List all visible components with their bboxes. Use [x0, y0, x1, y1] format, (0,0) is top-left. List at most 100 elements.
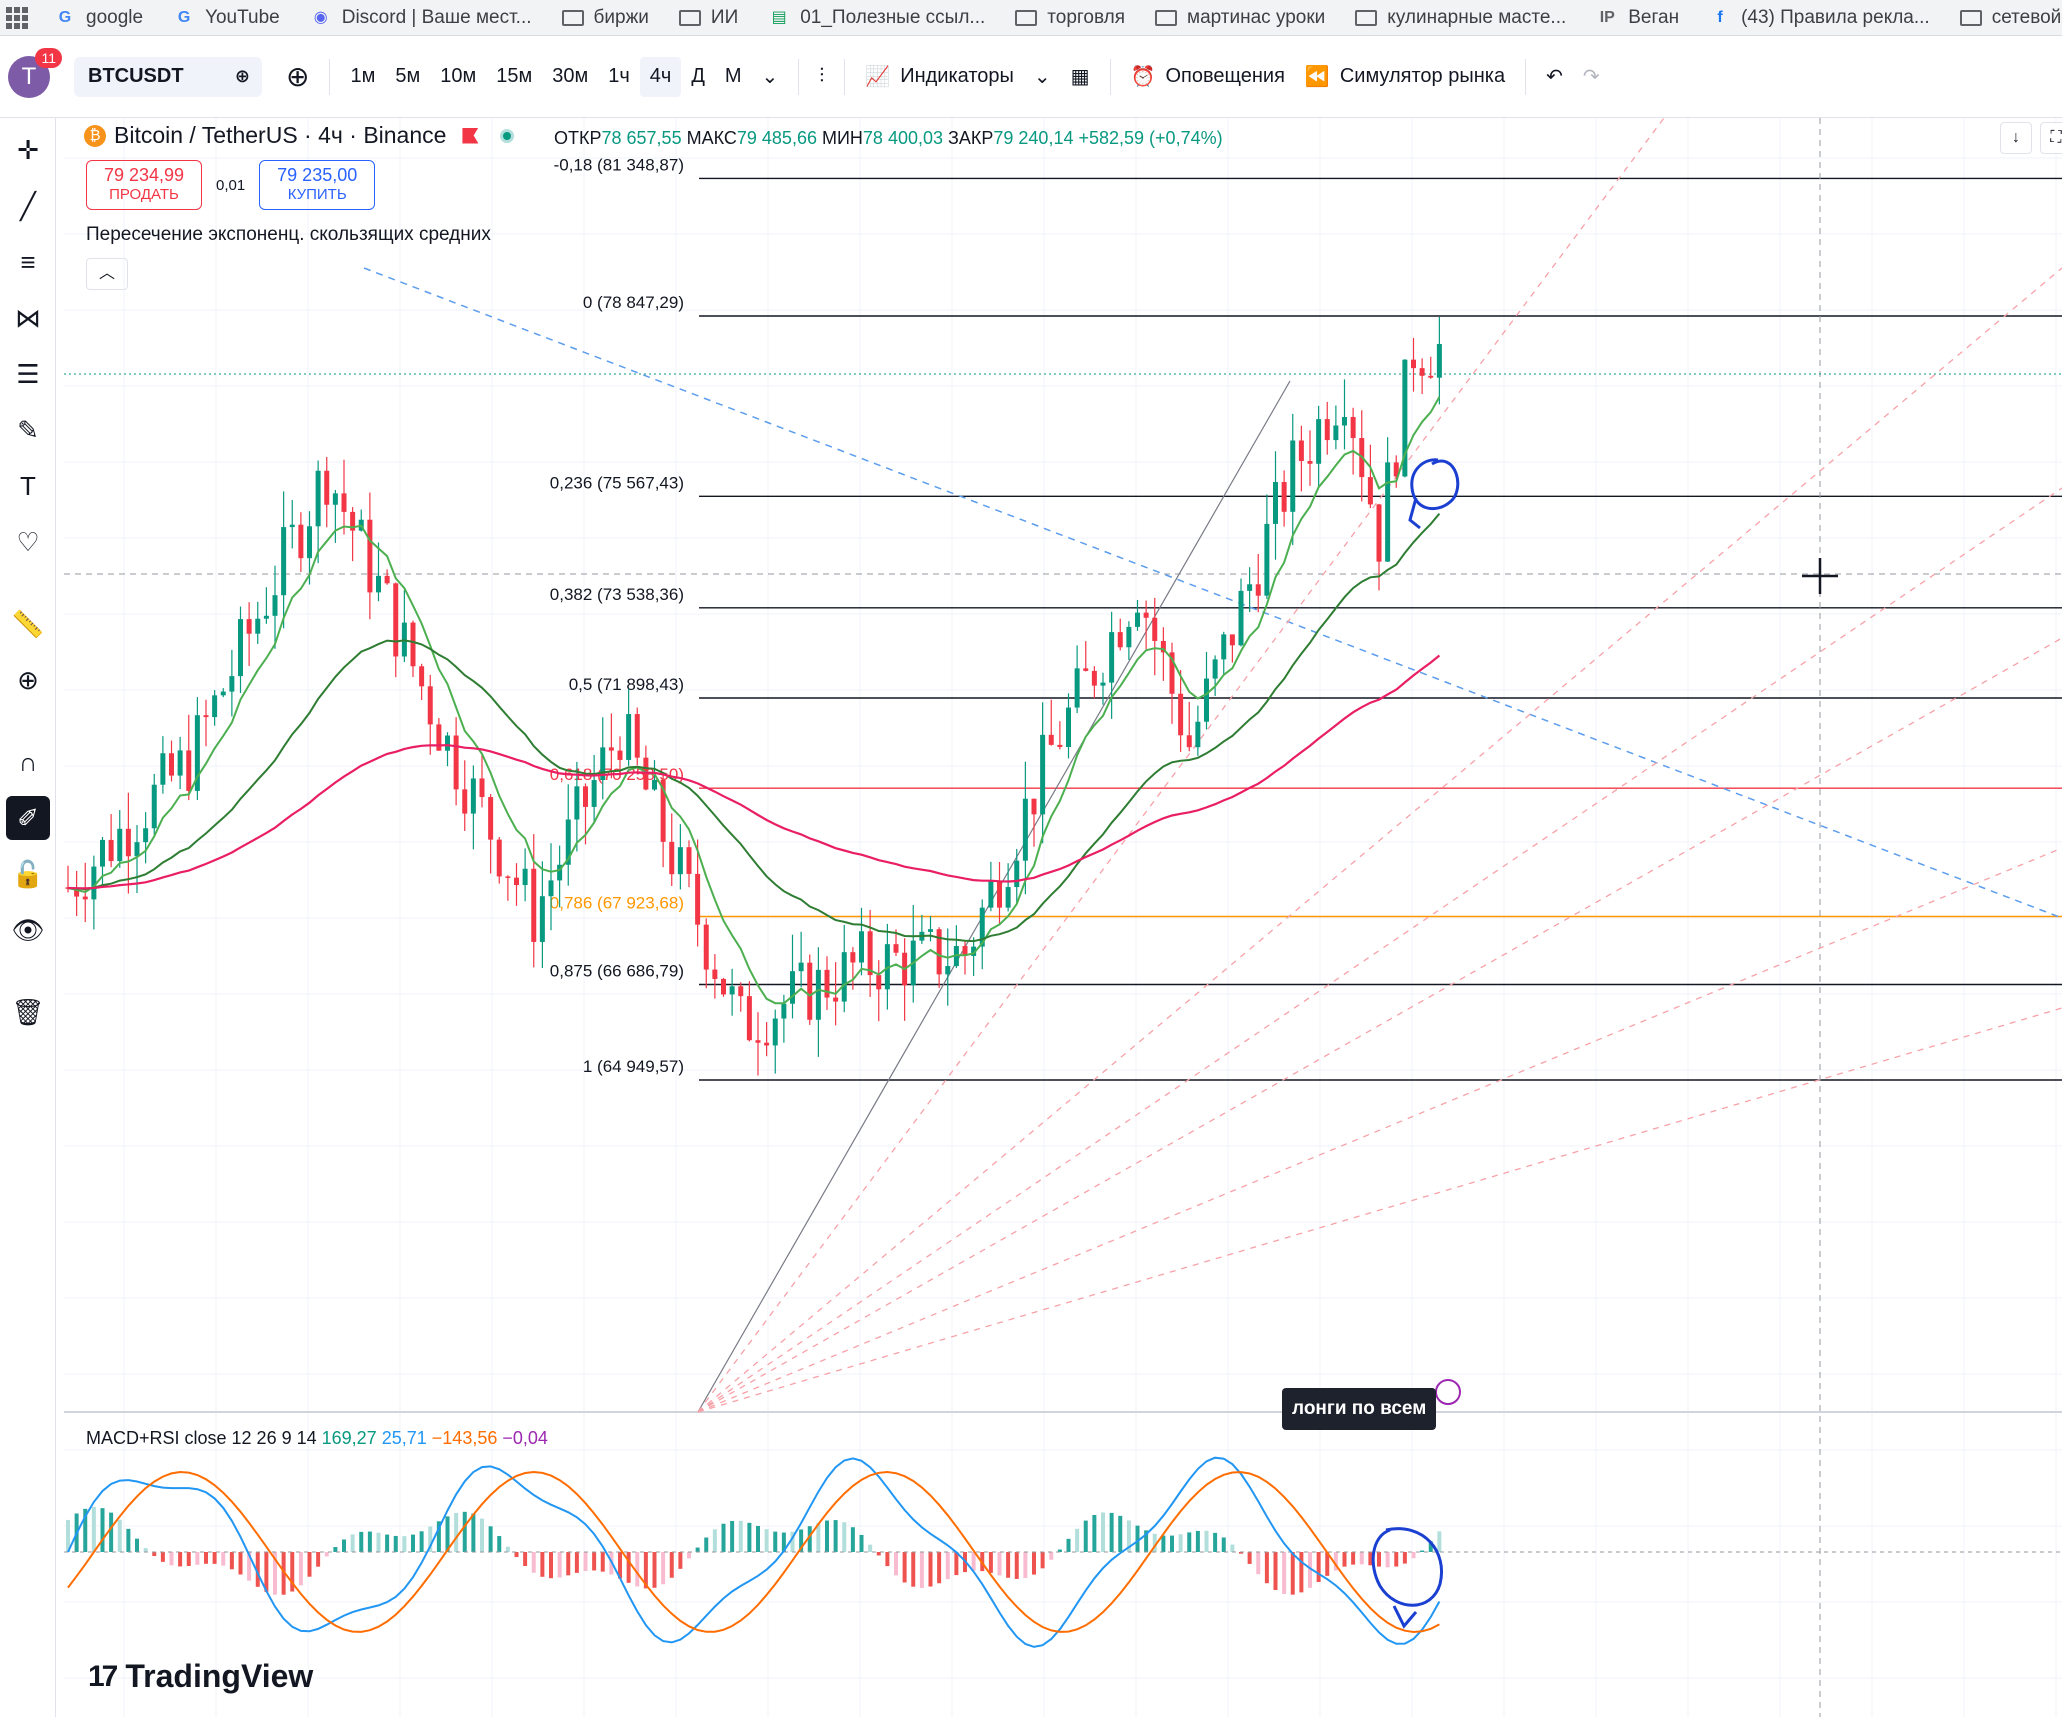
fib-levels-icon[interactable]: ≡ [20, 246, 36, 277]
candle-body [1169, 652, 1175, 694]
alerts-button[interactable]: ⏰ Оповещения [1121, 57, 1295, 97]
bookmark-item[interactable]: торговля [1015, 7, 1125, 29]
apps-grid-icon[interactable] [6, 6, 28, 29]
macd-legend: MACD+RSI close 12 26 9 14 169,27 25,71 −… [86, 1428, 548, 1449]
arrow-down-icon[interactable]: ↓ [2000, 122, 2032, 154]
macd-histogram-bar [1221, 1537, 1226, 1552]
magnet-icon[interactable]: ∩ [18, 746, 38, 777]
chevron-down-icon[interactable]: ⌄ [761, 66, 779, 88]
macd-histogram-bar [825, 1520, 829, 1552]
bookmark-label: google [86, 6, 144, 28]
interval-button[interactable]: 1ч [608, 65, 630, 87]
ruler-icon[interactable]: 📏 [11, 608, 45, 639]
interval-button[interactable]: 30м [552, 65, 589, 87]
add-symbol-button[interactable]: ⊕ [286, 61, 310, 92]
eye-icon[interactable]: 👁 [11, 914, 45, 945]
interval-button[interactable]: 10м [440, 65, 477, 87]
candle-body [505, 876, 511, 878]
fullscreen-icon[interactable]: ⛶ [2040, 122, 2062, 154]
templates-icon[interactable]: ▦ [1070, 66, 1090, 88]
sell-label: ПРОДАТЬ [109, 186, 179, 203]
tradingview-logo[interactable]: 17 TradingView [88, 1658, 313, 1695]
macd-histogram-bar [204, 1552, 208, 1564]
heart-icon[interactable]: ♡ [16, 526, 40, 557]
interval-button[interactable]: 5м [395, 65, 421, 87]
macd-histogram-bar [1049, 1552, 1054, 1560]
text-icon[interactable]: T [20, 470, 36, 501]
chart-area[interactable]: -0,27 (82 520,47)-0,18 (81 348,87)0 (78 … [64, 118, 2062, 1717]
macd-histogram-bar [687, 1552, 691, 1559]
candle-body [1298, 440, 1304, 461]
open-value: 78 657,55 [601, 128, 682, 148]
note-label[interactable]: лонги по всем [1282, 1388, 1437, 1430]
buy-button[interactable]: 79 235,00 КУПИТЬ [259, 160, 376, 210]
macd-histogram-bar [1420, 1550, 1425, 1552]
interval-button[interactable]: М [724, 65, 742, 87]
indicator-name[interactable]: Пересечение экспоненц. скользящих средни… [86, 224, 491, 245]
trash-icon[interactable]: 🗑 [11, 996, 45, 1027]
macd-histogram-bar [212, 1552, 217, 1564]
macd-histogram-bar [298, 1552, 303, 1586]
zoom-icon[interactable]: ⊕ [17, 664, 39, 695]
symbol-search[interactable]: BTCUSDT ⊕ [74, 56, 262, 97]
bookmark-item[interactable]: ▤ 01_Полезные ссыл... [768, 7, 986, 29]
bookmark-item[interactable]: биржи [561, 7, 649, 29]
interval-button[interactable]: 15м [496, 65, 533, 87]
forecast-icon[interactable]: ☰ [16, 358, 40, 389]
sell-button[interactable]: 79 234,99 ПРОДАТЬ [86, 160, 202, 210]
pattern-icon[interactable]: ⋈ [15, 302, 41, 333]
interval-button[interactable]: 4ч [639, 56, 682, 97]
indicators-button[interactable]: 📈 Индикаторы [855, 57, 1024, 97]
macd-value-3: −143,56 [431, 1428, 498, 1448]
bookmark-item[interactable]: кулинарные масте... [1355, 7, 1566, 29]
interval-button[interactable]: 1м [350, 65, 376, 87]
bookmark-item[interactable]: f (43) Правила рекла... [1709, 7, 1929, 29]
redo-icon[interactable]: ↷ [1582, 66, 1600, 88]
divider [1525, 58, 1527, 95]
macd-histogram-bar [1359, 1552, 1364, 1565]
undo-icon[interactable]: ↶ [1546, 66, 1563, 88]
bookmark-item[interactable]: G YouTube [173, 7, 280, 29]
candle-body [617, 750, 623, 760]
candle-body [1273, 482, 1278, 524]
candle-body [307, 526, 312, 559]
folder-icon [1155, 9, 1178, 26]
trend-line-icon[interactable]: ╱ [20, 190, 36, 221]
flag-icon[interactable] [462, 127, 479, 144]
macd-histogram-bar [1023, 1552, 1028, 1579]
interval-group: 1м 5м 10м 15м 30м 1ч 4ч Д М [340, 56, 751, 97]
candle-body [74, 887, 80, 897]
stay-in-drawing-icon[interactable]: ✐ [6, 796, 50, 840]
candles-icon[interactable]: ⫶ [819, 65, 825, 87]
macd-histogram-bar [549, 1552, 553, 1579]
price-chart[interactable]: -0,27 (82 520,47)-0,18 (81 348,87)0 (78 … [64, 118, 2062, 1717]
brush-icon[interactable]: ✎ [17, 414, 39, 445]
collapse-legend-button[interactable]: ︿ [86, 258, 128, 290]
chevron-down-icon[interactable]: ⌄ [1033, 66, 1051, 88]
avatar[interactable]: T 11 [8, 47, 62, 98]
candle-body [772, 1018, 778, 1046]
bookmark-item[interactable]: сетевой [1959, 7, 2061, 29]
macd-histogram-bar [557, 1552, 562, 1578]
macd-histogram-bar [290, 1552, 295, 1592]
macd-histogram-bar [1325, 1552, 1330, 1576]
interval-button[interactable]: Д [691, 65, 705, 87]
macd-histogram-bar [781, 1532, 786, 1552]
compare-icon[interactable]: ⊕ [234, 66, 250, 86]
candle-body [194, 715, 200, 791]
candle-body [332, 493, 338, 505]
candle-body [824, 969, 830, 998]
lock-icon[interactable]: 🔓 [11, 858, 45, 889]
ema-fast-line [67, 396, 1441, 1005]
replay-button[interactable]: ⏪ Симулятор рынка [1295, 57, 1515, 97]
bookmark-item[interactable]: ◉ Discord | Ваше мест... [310, 7, 532, 29]
folder-icon [1015, 9, 1038, 26]
macd-histogram-bar [1213, 1532, 1218, 1552]
crosshair-icon[interactable]: ✛ [17, 134, 39, 165]
bookmark-item[interactable]: IP Веган [1596, 7, 1679, 29]
bookmark-item[interactable]: ИИ [678, 7, 738, 29]
candle-body [108, 839, 114, 862]
bookmark-item[interactable]: мартинас уроки [1155, 7, 1325, 29]
candle-body [591, 780, 597, 807]
